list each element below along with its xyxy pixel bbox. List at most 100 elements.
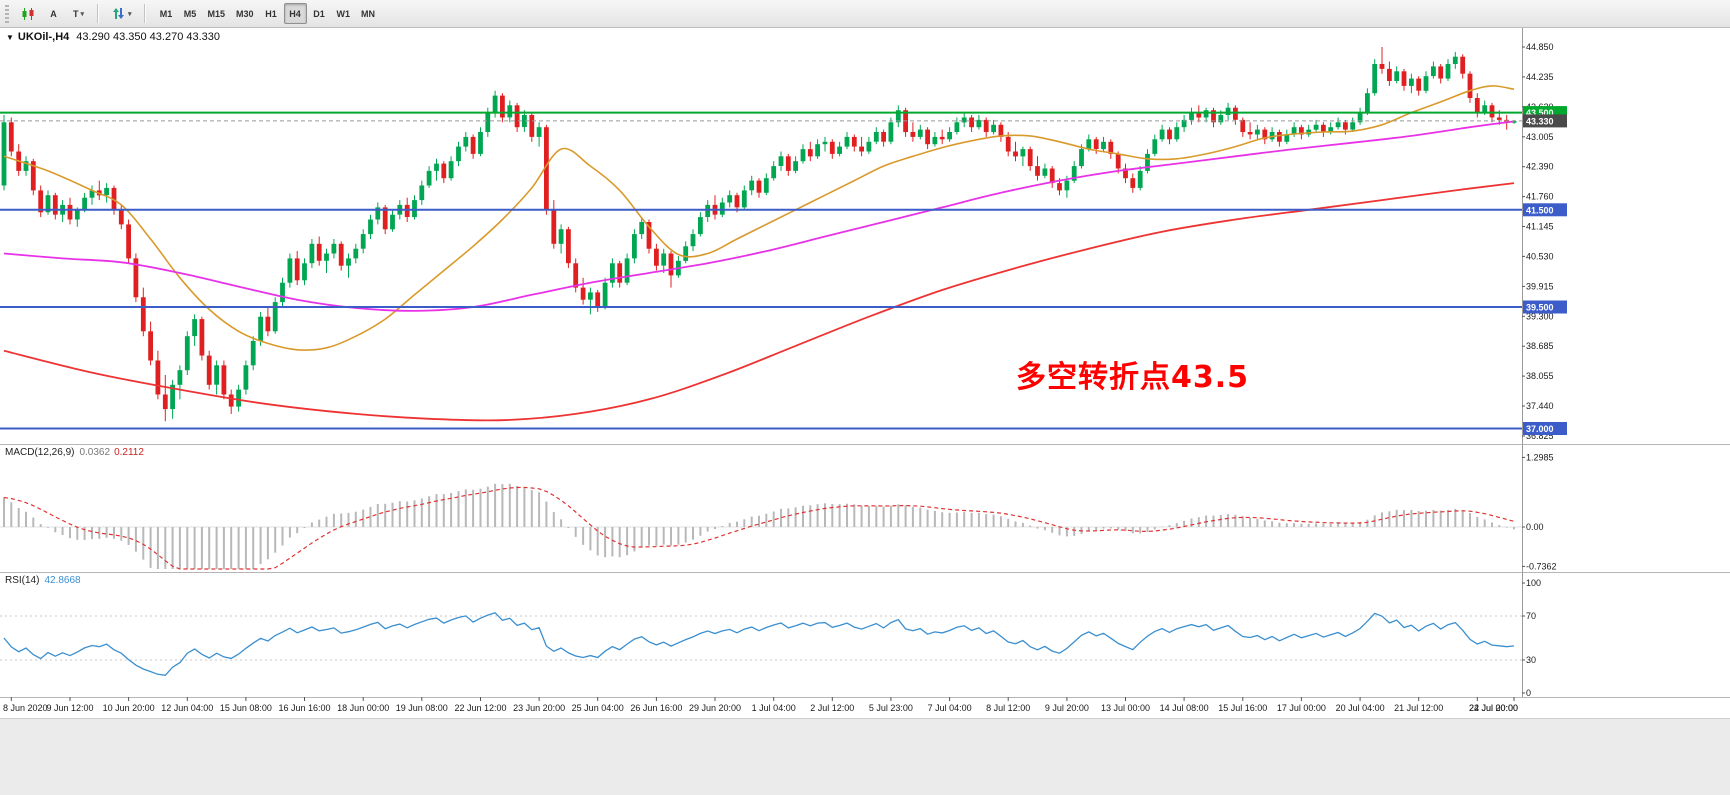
timeframe-button-m30[interactable]: M30 bbox=[231, 3, 259, 24]
svg-text:19 Jun 08:00: 19 Jun 08:00 bbox=[396, 703, 448, 713]
ma-fast-line bbox=[3, 85, 1515, 351]
svg-text:0.00: 0.00 bbox=[1526, 522, 1544, 532]
timeframe-group: M1 M5 M15 M30 H1 H4 D1 W1 MN bbox=[155, 3, 381, 24]
svg-text:8 Jul 12:00: 8 Jul 12:00 bbox=[986, 703, 1030, 713]
scale-arrows-button[interactable]: ▾ bbox=[106, 3, 137, 24]
svg-text:43.500: 43.500 bbox=[1526, 108, 1554, 118]
macd-signal-line bbox=[3, 486, 1515, 570]
svg-text:43.005: 43.005 bbox=[1526, 132, 1554, 142]
current-price-tag bbox=[1523, 114, 1567, 128]
rsi-name: RSI(14) bbox=[5, 575, 40, 586]
timeframe-button-mn[interactable]: MN bbox=[356, 3, 380, 24]
macd-signal-value: 0.2112 bbox=[114, 447, 144, 458]
panel-separators bbox=[0, 28, 1730, 698]
svg-text:70: 70 bbox=[1526, 611, 1536, 621]
timeframe-button-w1[interactable]: W1 bbox=[332, 3, 356, 24]
svg-text:39.500: 39.500 bbox=[1526, 303, 1554, 313]
macd-label: MACD(12,26,9) 0.0362 0.2112 bbox=[5, 447, 144, 458]
svg-text:38.055: 38.055 bbox=[1526, 371, 1554, 381]
svg-text:9 Jun 12:00: 9 Jun 12:00 bbox=[46, 703, 93, 713]
text-tool-button[interactable]: A bbox=[42, 3, 65, 24]
timeframe-button-m5[interactable]: M5 bbox=[179, 3, 202, 24]
bottom-strip bbox=[0, 718, 1730, 795]
macd-main-value: 0.0362 bbox=[79, 447, 111, 458]
svg-text:15 Jul 16:00: 15 Jul 16:00 bbox=[1218, 703, 1267, 713]
svg-text:12 Jun 04:00: 12 Jun 04:00 bbox=[161, 703, 213, 713]
caret-down-icon: ▾ bbox=[80, 10, 84, 18]
svg-text:38.685: 38.685 bbox=[1526, 341, 1554, 351]
svg-text:24 Jul 00:00: 24 Jul 00:00 bbox=[1469, 703, 1518, 713]
svg-text:15 Jun 08:00: 15 Jun 08:00 bbox=[220, 703, 272, 713]
svg-text:18 Jun 00:00: 18 Jun 00:00 bbox=[337, 703, 389, 713]
chart-type-button[interactable] bbox=[16, 3, 40, 24]
svg-text:5 Jul 23:00: 5 Jul 23:00 bbox=[869, 703, 913, 713]
svg-text:9 Jul 20:00: 9 Jul 20:00 bbox=[1045, 703, 1089, 713]
macd-name: MACD(12,26,9) bbox=[5, 447, 75, 458]
svg-text:37.440: 37.440 bbox=[1526, 401, 1554, 411]
chart-menu-triangle-icon[interactable]: ▼ bbox=[6, 33, 14, 42]
timeframe-button-h1[interactable]: H1 bbox=[260, 3, 283, 24]
svg-text:1.2985: 1.2985 bbox=[1526, 452, 1554, 462]
svg-text:39.300: 39.300 bbox=[1526, 311, 1554, 321]
timeframe-button-h4[interactable]: H4 bbox=[283, 3, 307, 24]
svg-text:22 Jul 20:00: 22 Jul 20:00 bbox=[1469, 703, 1518, 713]
toolbar-separator bbox=[97, 4, 99, 23]
svg-text:39.915: 39.915 bbox=[1526, 281, 1554, 291]
svg-text:20 Jul 04:00: 20 Jul 04:00 bbox=[1336, 703, 1385, 713]
svg-text:1 Jul 04:00: 1 Jul 04:00 bbox=[752, 703, 796, 713]
svg-text:29 Jun 20:00: 29 Jun 20:00 bbox=[689, 703, 741, 713]
toolbar-separator bbox=[143, 4, 146, 23]
symbol-timeframe-label: UKOil-,H4 bbox=[17, 31, 70, 43]
rsi-panel: 100 70 30 0 bbox=[0, 578, 1541, 698]
candlestick-chart-icon bbox=[22, 7, 34, 20]
annotation-text: 多空转折点43.5 bbox=[1016, 360, 1250, 395]
svg-text:10 Jun 20:00: 10 Jun 20:00 bbox=[103, 703, 155, 713]
candles-layer bbox=[1, 47, 1517, 422]
svg-text:41.145: 41.145 bbox=[1526, 222, 1554, 232]
svg-text:14 Jul 08:00: 14 Jul 08:00 bbox=[1160, 703, 1209, 713]
ma-mid-line bbox=[3, 120, 1515, 312]
svg-text:40.530: 40.530 bbox=[1526, 251, 1554, 261]
rsi-value: 42.8668 bbox=[44, 575, 81, 586]
svg-text:-0.7362: -0.7362 bbox=[1526, 561, 1557, 571]
template-button[interactable]: T ▾ bbox=[67, 3, 90, 24]
ohlc-values-label: 43.290 43.350 43.270 43.330 bbox=[76, 31, 221, 43]
rsi-line bbox=[3, 611, 1515, 676]
svg-text:25 Jun 04:00: 25 Jun 04:00 bbox=[572, 703, 624, 713]
macd-panel: 1.2985 0.00 -0.7362 bbox=[0, 452, 1557, 571]
svg-text:43.330: 43.330 bbox=[1526, 116, 1554, 126]
svg-text:7 Jul 04:00: 7 Jul 04:00 bbox=[928, 703, 972, 713]
svg-text:13 Jul 00:00: 13 Jul 00:00 bbox=[1101, 703, 1150, 713]
svg-text:41.760: 41.760 bbox=[1526, 192, 1554, 202]
svg-text:22 Jun 12:00: 22 Jun 12:00 bbox=[454, 703, 506, 713]
svg-text:44.850: 44.850 bbox=[1526, 42, 1554, 52]
svg-text:0: 0 bbox=[1526, 688, 1531, 698]
template-label: T bbox=[72, 8, 79, 19]
chart-toolbar: A T ▾ ▾ M1 M5 M15 M30 H1 H4 D1 W1 MN bbox=[0, 0, 1730, 28]
toolbar-grip-handle[interactable] bbox=[5, 4, 9, 23]
svg-text:30: 30 bbox=[1526, 655, 1536, 665]
svg-text:16 Jun 16:00: 16 Jun 16:00 bbox=[278, 703, 330, 713]
svg-text:42.390: 42.390 bbox=[1526, 162, 1554, 172]
caret-down-icon: ▾ bbox=[128, 10, 132, 18]
svg-text:37.000: 37.000 bbox=[1526, 424, 1554, 434]
svg-text:21 Jul 12:00: 21 Jul 12:00 bbox=[1394, 703, 1443, 713]
ma-slow-line bbox=[3, 182, 1515, 422]
svg-text:23 Jun 20:00: 23 Jun 20:00 bbox=[513, 703, 565, 713]
text-tool-label: A bbox=[50, 8, 57, 19]
timeframe-button-d1[interactable]: D1 bbox=[308, 3, 331, 24]
svg-text:17 Jul 00:00: 17 Jul 00:00 bbox=[1277, 703, 1326, 713]
up-down-arrows-icon bbox=[113, 8, 124, 19]
svg-text:2 Jul 12:00: 2 Jul 12:00 bbox=[810, 703, 854, 713]
svg-text:41.500: 41.500 bbox=[1526, 205, 1554, 215]
price-axis[interactable]: 44.85044.23543.62043.00542.39041.76041.1… bbox=[1522, 42, 1567, 441]
rsi-label: RSI(14) 42.8668 bbox=[5, 575, 81, 586]
timeframe-button-m15[interactable]: M15 bbox=[203, 3, 231, 24]
svg-text:36.825: 36.825 bbox=[1526, 431, 1554, 441]
svg-text:44.235: 44.235 bbox=[1526, 72, 1554, 82]
timeframe-button-m1[interactable]: M1 bbox=[155, 3, 178, 24]
svg-text:100: 100 bbox=[1526, 578, 1541, 588]
